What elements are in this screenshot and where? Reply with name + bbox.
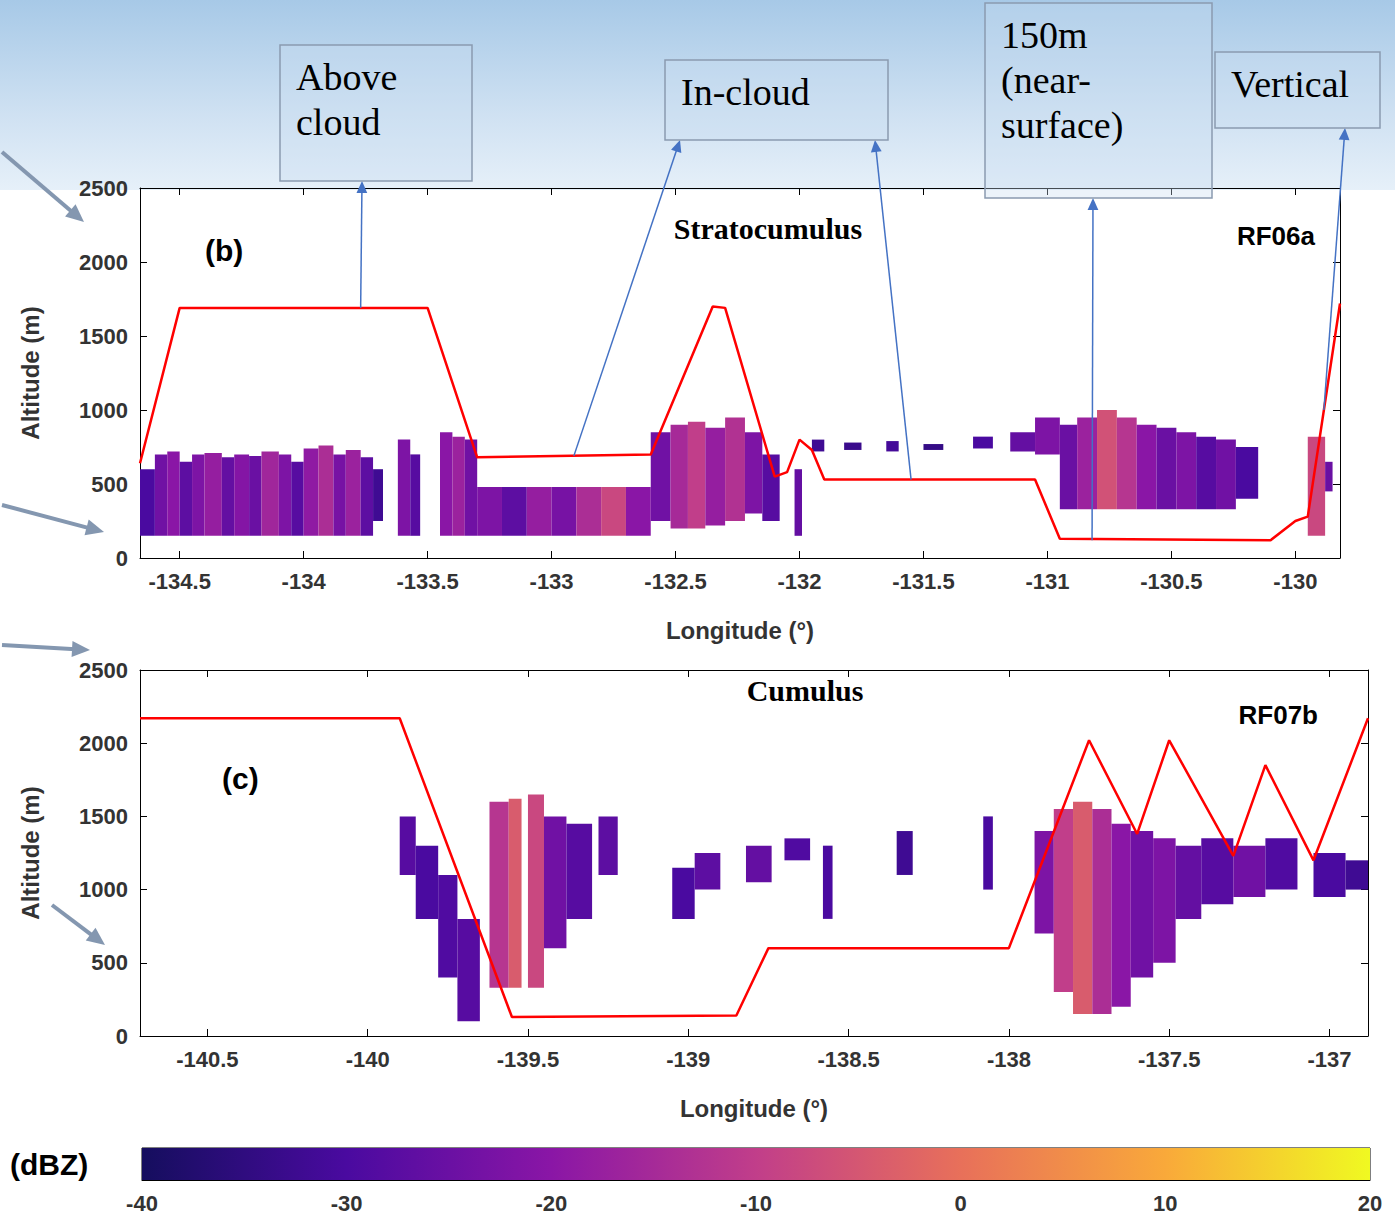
svg-text:-130.5: -130.5 <box>1140 569 1202 594</box>
svg-text:-140: -140 <box>346 1047 390 1072</box>
svg-text:-131.5: -131.5 <box>892 569 954 594</box>
svg-text:1000: 1000 <box>79 398 128 423</box>
svg-text:Altitude (m): Altitude (m) <box>17 306 44 439</box>
svg-text:-30: -30 <box>331 1191 363 1216</box>
svg-text:-131: -131 <box>1025 569 1069 594</box>
svg-text:RF06a: RF06a <box>1237 221 1316 251</box>
svg-text:0: 0 <box>116 1024 128 1049</box>
svg-text:2500: 2500 <box>79 658 128 683</box>
svg-text:2000: 2000 <box>79 250 128 275</box>
svg-text:1500: 1500 <box>79 804 128 829</box>
svg-text:Longitude (°): Longitude (°) <box>666 617 814 644</box>
svg-text:Stratocumulus: Stratocumulus <box>674 212 862 245</box>
svg-text:-138: -138 <box>987 1047 1031 1072</box>
svg-text:(b): (b) <box>205 234 243 267</box>
svg-text:500: 500 <box>91 950 128 975</box>
svg-text:1000: 1000 <box>79 877 128 902</box>
svg-text:Vertical: Vertical <box>1231 63 1349 105</box>
svg-text:2500: 2500 <box>79 176 128 201</box>
svg-text:20: 20 <box>1358 1191 1382 1216</box>
svg-text:Above: Above <box>296 56 397 98</box>
svg-text:Longitude (°): Longitude (°) <box>680 1095 828 1122</box>
svg-text:2000: 2000 <box>79 731 128 756</box>
svg-text:-40: -40 <box>126 1191 158 1216</box>
svg-text:-133: -133 <box>530 569 574 594</box>
svg-text:0: 0 <box>116 546 128 571</box>
svg-text:(c): (c) <box>222 762 259 795</box>
svg-text:Altitude (m): Altitude (m) <box>17 786 44 919</box>
svg-text:500: 500 <box>91 472 128 497</box>
svg-text:-130: -130 <box>1273 569 1317 594</box>
svg-text:-132: -132 <box>777 569 821 594</box>
svg-text:-139: -139 <box>666 1047 710 1072</box>
svg-text:-134.5: -134.5 <box>148 569 210 594</box>
svg-text:-137.5: -137.5 <box>1138 1047 1200 1072</box>
svg-text:surface): surface) <box>1001 104 1123 147</box>
svg-text:-140.5: -140.5 <box>176 1047 238 1072</box>
svg-text:0: 0 <box>955 1191 967 1216</box>
svg-text:-138.5: -138.5 <box>817 1047 879 1072</box>
svg-text:-10: -10 <box>740 1191 772 1216</box>
svg-text:cloud: cloud <box>296 101 380 143</box>
svg-text:10: 10 <box>1153 1191 1177 1216</box>
svg-text:-137: -137 <box>1308 1047 1352 1072</box>
svg-text:(near-: (near- <box>1001 59 1091 102</box>
svg-text:-134: -134 <box>282 569 327 594</box>
svg-text:In-cloud: In-cloud <box>681 71 810 113</box>
svg-text:-132.5: -132.5 <box>644 569 706 594</box>
svg-text:1500: 1500 <box>79 324 128 349</box>
svg-text:(dBZ): (dBZ) <box>10 1148 88 1181</box>
svg-text:RF07b: RF07b <box>1239 700 1318 730</box>
svg-text:150m: 150m <box>1001 14 1088 56</box>
svg-text:Cumulus: Cumulus <box>747 674 864 707</box>
svg-text:-133.5: -133.5 <box>396 569 458 594</box>
svg-text:-20: -20 <box>535 1191 567 1216</box>
svg-text:-139.5: -139.5 <box>497 1047 559 1072</box>
